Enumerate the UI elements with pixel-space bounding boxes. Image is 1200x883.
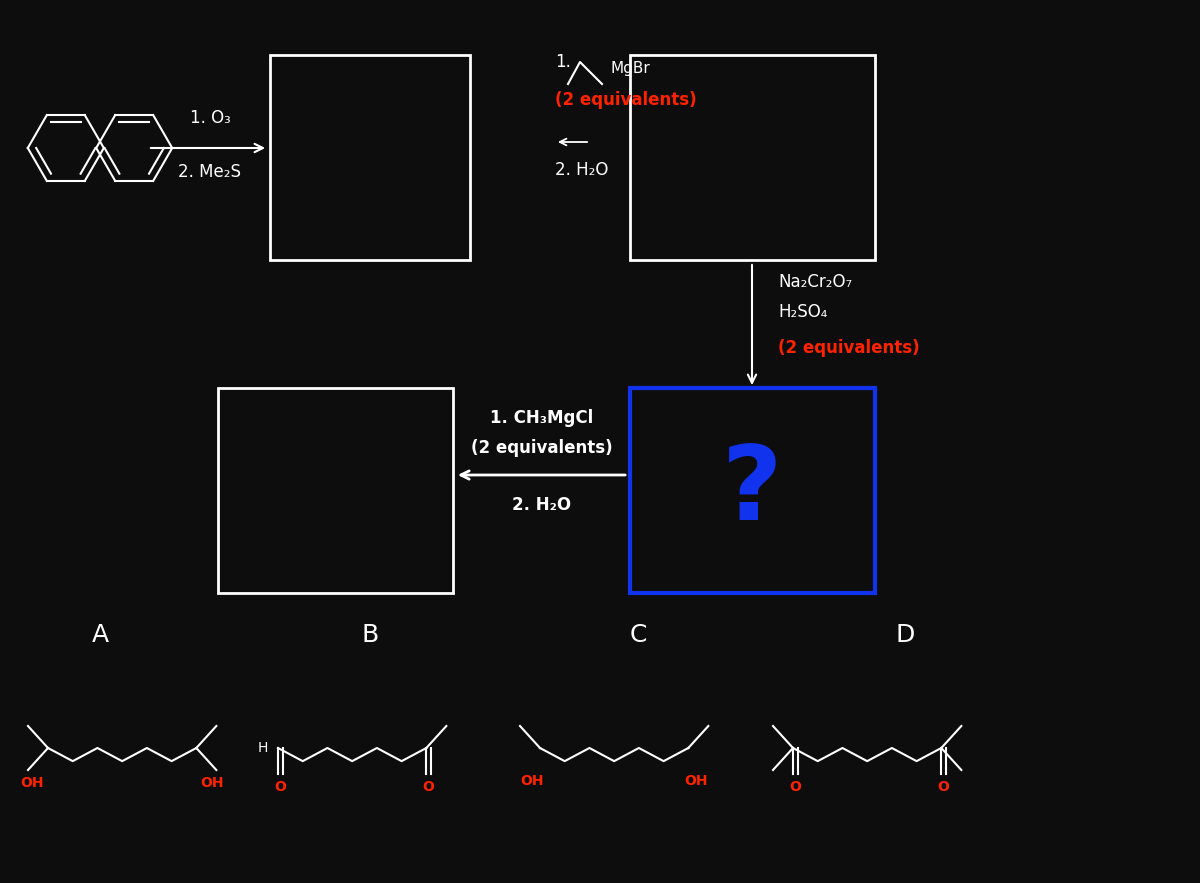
Text: O: O bbox=[937, 780, 949, 794]
Text: (2 equivalents): (2 equivalents) bbox=[778, 339, 919, 357]
Text: 1. O₃: 1. O₃ bbox=[190, 109, 230, 127]
Text: 1. CH₃MgCl: 1. CH₃MgCl bbox=[491, 409, 594, 427]
Bar bbox=[630, 388, 875, 593]
Text: OH: OH bbox=[684, 774, 708, 788]
Bar bbox=[630, 55, 875, 260]
Text: (2 equivalents): (2 equivalents) bbox=[554, 91, 697, 109]
Text: A: A bbox=[91, 623, 108, 647]
Text: C: C bbox=[629, 623, 647, 647]
Text: 2. H₂O: 2. H₂O bbox=[512, 496, 571, 514]
Text: 2. H₂O: 2. H₂O bbox=[554, 161, 608, 179]
Bar bbox=[218, 388, 454, 593]
Text: 1.: 1. bbox=[554, 53, 571, 71]
Text: OH: OH bbox=[200, 776, 224, 790]
Text: MgBr: MgBr bbox=[610, 61, 649, 76]
Text: 2. Me₂S: 2. Me₂S bbox=[179, 163, 241, 181]
Text: Na₂Cr₂O₇: Na₂Cr₂O₇ bbox=[778, 273, 852, 291]
Text: D: D bbox=[895, 623, 914, 647]
Text: H: H bbox=[258, 741, 268, 755]
Text: O: O bbox=[790, 780, 800, 794]
Text: O: O bbox=[422, 780, 434, 794]
Text: O: O bbox=[274, 780, 286, 794]
Text: (2 equivalents): (2 equivalents) bbox=[472, 439, 613, 457]
Bar bbox=[270, 55, 470, 260]
Text: B: B bbox=[361, 623, 379, 647]
Text: ?: ? bbox=[722, 442, 782, 542]
Text: OH: OH bbox=[20, 776, 43, 790]
Text: OH: OH bbox=[521, 774, 544, 788]
Text: H₂SO₄: H₂SO₄ bbox=[778, 303, 827, 321]
